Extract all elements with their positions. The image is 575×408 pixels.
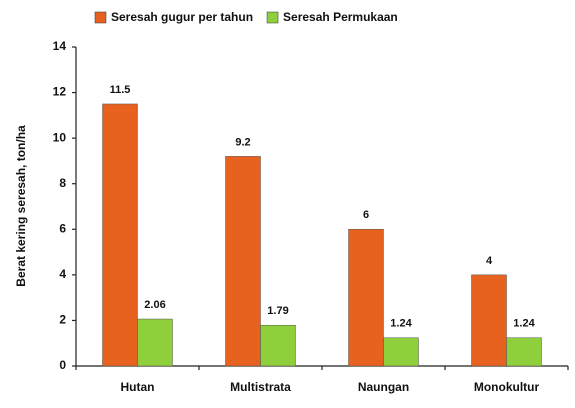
y-tick-label: 2 (59, 313, 66, 327)
x-tick-label: Hutan (121, 380, 155, 394)
data-label: 11.5 (110, 84, 131, 96)
y-tick-label: 0 (59, 358, 66, 372)
y-tick-label: 8 (59, 176, 66, 190)
legend-label: Seresah Permukaan (283, 10, 398, 24)
legend-swatch (266, 11, 279, 24)
bar (102, 103, 138, 367)
y-tick-label: 10 (53, 130, 67, 144)
y-tick-label: 4 (59, 267, 66, 281)
bar (471, 274, 507, 367)
x-tick-label: Multistrata (230, 380, 291, 394)
bar (383, 337, 419, 367)
legend-swatch (94, 11, 107, 24)
x-tick-label: Monokultur (474, 380, 540, 394)
data-label: 6 (363, 209, 369, 221)
y-tick-label: 6 (59, 221, 66, 235)
y-tick-label: 14 (53, 39, 67, 53)
data-label: 1.24 (513, 318, 535, 330)
bar (506, 337, 542, 367)
legend-label: Seresah gugur per tahun (111, 10, 253, 24)
bar (225, 156, 261, 367)
y-tick-label: 12 (53, 85, 67, 99)
data-label: 2.06 (144, 299, 165, 311)
y-axis-label: Berat kering seresah, ton/ha (14, 125, 28, 287)
bar (348, 229, 384, 367)
data-label: 1.24 (390, 318, 412, 330)
bar (137, 318, 173, 367)
data-label: 4 (486, 255, 493, 267)
x-tick-label: Naungan (358, 380, 409, 394)
data-label: 1.79 (267, 305, 288, 317)
bar (260, 324, 296, 367)
data-label: 9.2 (235, 136, 250, 148)
